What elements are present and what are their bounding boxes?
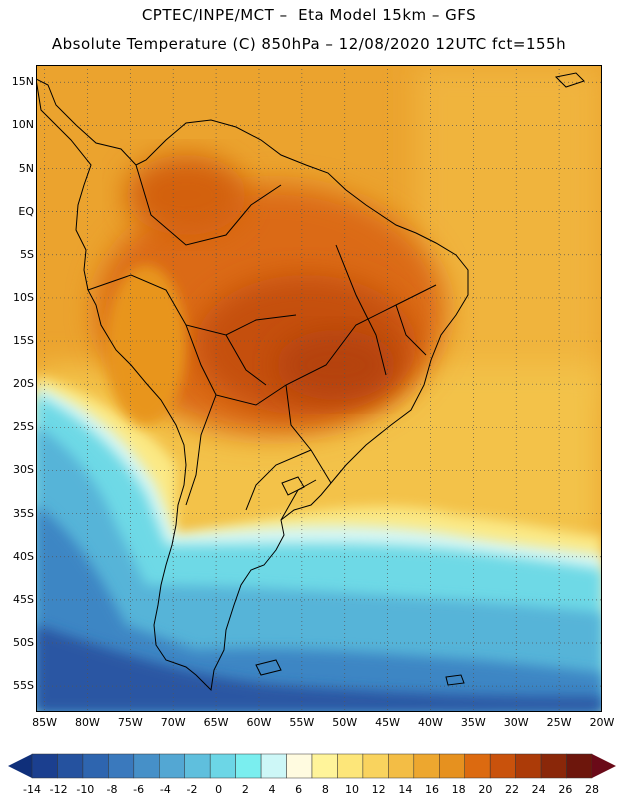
colorbar-label: -4	[159, 783, 171, 796]
colorbar-label: 26	[558, 783, 573, 796]
colorbar-cell	[311, 753, 338, 779]
longitude-tick-label: 40W	[418, 716, 443, 729]
colorbar-cell	[31, 753, 58, 779]
latitude-tick-label: 10N	[11, 118, 34, 132]
longitude-tick-label: 60W	[246, 716, 272, 729]
colorbar-cell	[464, 753, 491, 779]
colorbar-cells	[31, 753, 593, 779]
colorbar-label: 2	[241, 783, 249, 796]
latitude-tick-label: 35S	[13, 506, 34, 520]
latitude-tick-label: 10S	[13, 290, 34, 304]
colorbar-over-triangle	[592, 754, 616, 778]
latitude-tick-label: EQ	[18, 204, 34, 218]
colorbar-label: 14	[398, 783, 413, 796]
temperature-colorbar	[8, 753, 616, 779]
latitude-tick-label: 25S	[13, 420, 34, 434]
longitude-tick-label: 50W	[332, 716, 358, 729]
colorbar-label: 4	[268, 783, 276, 796]
colorbar-cell	[57, 753, 84, 779]
colorbar-cell	[260, 753, 287, 779]
colorbar-label: -6	[133, 783, 145, 796]
colorbar-under-triangle	[8, 754, 32, 778]
longitude-tick-label: 65W	[203, 716, 229, 729]
coastline	[36, 72, 585, 692]
map-title-line-2: Absolute Temperature (C) 850hPa – 12/08/…	[51, 35, 567, 53]
longitude-tick-label: 30W	[503, 716, 529, 729]
colorbar-label: 0	[215, 783, 223, 796]
longitude-tick-label: 45W	[375, 716, 401, 729]
latitude-tick-label: 5N	[18, 161, 34, 175]
longitude-tick-label: 80W	[75, 716, 100, 729]
colorbar-label: 20	[478, 783, 493, 796]
colorbar-cell	[209, 753, 236, 779]
latitude-tick-label: 15S	[13, 334, 34, 348]
latitude-tick-label: 20S	[13, 377, 34, 391]
longitude-tick-label: 35W	[460, 716, 486, 729]
colorbar-cell	[362, 753, 389, 779]
colorbar-cell	[184, 753, 211, 779]
temperature-map	[36, 65, 602, 712]
colorbar-cell	[439, 753, 465, 779]
colorbar-cell	[337, 753, 364, 779]
latitude-tick-label: 40S	[13, 549, 34, 563]
colorbar-cell	[388, 753, 415, 779]
colorbar-cell	[413, 753, 440, 779]
map-title-line-1: CPTEC/INPE/MCT – Eta Model 15km – GFS	[141, 6, 477, 24]
colorbar-label: -8	[106, 783, 118, 796]
latitude-tick-label: 15N	[11, 75, 34, 89]
colorbar-cell	[286, 753, 313, 779]
colorbar-label: 22	[505, 783, 519, 796]
temperature-field	[36, 65, 602, 712]
latitude-tick-label: 50S	[13, 635, 34, 649]
colorbar-label: 16	[425, 783, 439, 796]
colorbar-cell	[133, 753, 160, 779]
latitude-tick-label: 30S	[13, 463, 34, 477]
latitude-tick-label: 5S	[20, 247, 34, 261]
colorbar-cell	[235, 753, 262, 779]
colorbar-cell	[489, 753, 516, 779]
map-frame	[36, 65, 602, 712]
colorbar-label: 10	[345, 783, 359, 796]
longitude-tick-label: 85W	[32, 716, 57, 729]
longitude-tick-label: 20W	[589, 716, 615, 729]
longitude-tick-label: 55W	[289, 716, 315, 729]
longitude-tick-label: 70W	[160, 716, 186, 729]
colorbar-cell	[159, 753, 185, 779]
map-canvas	[36, 65, 602, 712]
colorbar-label: -10	[76, 783, 95, 796]
colorbar-label: 28	[585, 783, 599, 796]
colorbar-cell	[540, 753, 567, 779]
colorbar-label: 6	[295, 783, 303, 796]
colorbar-label: -2	[186, 783, 198, 796]
colorbar-cell	[566, 753, 593, 779]
colorbar-label: 12	[371, 783, 386, 796]
colorbar-cell	[108, 753, 135, 779]
colorbar-cell	[82, 753, 109, 779]
colorbar-label: -14	[23, 783, 41, 796]
colorbar-label: 24	[531, 783, 546, 796]
longitude-tick-label: 25W	[546, 716, 572, 729]
colorbar-cell	[515, 753, 542, 779]
colorbar-label: -12	[49, 783, 68, 796]
colorbar-label: 18	[451, 783, 466, 796]
latitude-tick-label: 55S	[13, 679, 34, 693]
latitude-tick-label: 45S	[13, 592, 34, 606]
longitude-tick-label: 75W	[117, 716, 143, 729]
colorbar-label: 8	[321, 783, 329, 796]
